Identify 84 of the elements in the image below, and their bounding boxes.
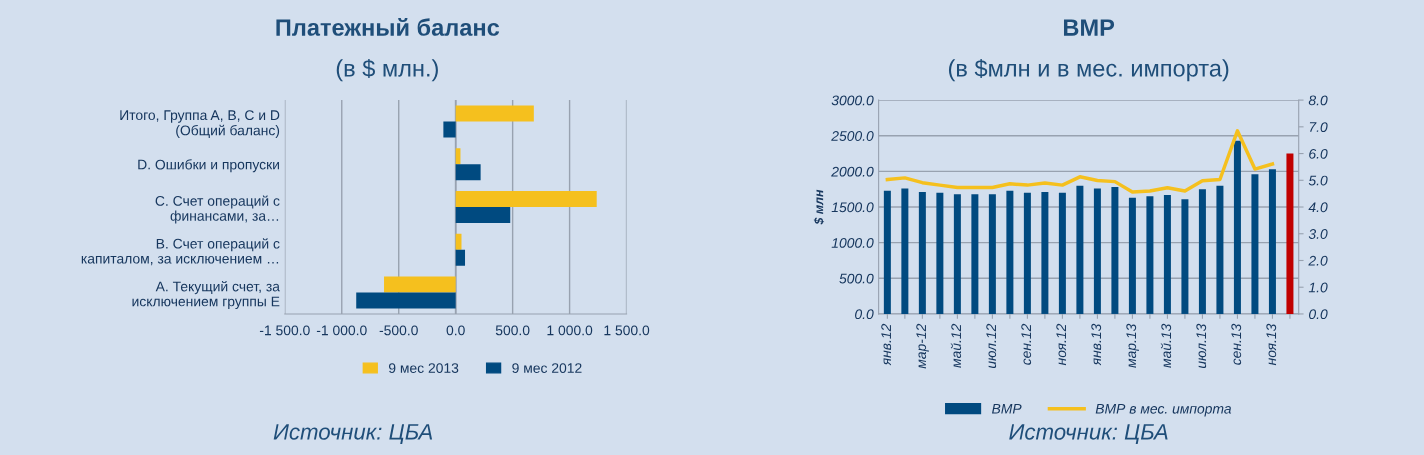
bar bbox=[1006, 190, 1014, 314]
bar bbox=[1286, 153, 1294, 314]
bar bbox=[1163, 194, 1171, 314]
y-tick-label: C. Счет операций с финансами, за… bbox=[155, 195, 280, 224]
bar bbox=[455, 105, 534, 122]
x-tick-label: сен.13 bbox=[1231, 323, 1242, 365]
bar bbox=[384, 276, 456, 293]
x-tick-label: ноя.13 bbox=[1266, 323, 1277, 366]
y2-tick-label: 5.0 bbox=[1308, 175, 1328, 186]
x-tick-label: 1 500.0 bbox=[604, 325, 650, 336]
bar bbox=[1216, 185, 1224, 314]
legend-label: 9 мес 2012 bbox=[512, 363, 582, 374]
y2-tick-label: 6.0 bbox=[1309, 148, 1328, 159]
bar bbox=[443, 121, 456, 138]
bar bbox=[918, 192, 926, 314]
chart-title: ВМР bbox=[1063, 19, 1115, 36]
bar bbox=[455, 190, 597, 208]
y2-tick-label: 1.0 bbox=[1308, 282, 1328, 293]
line-series bbox=[885, 129, 1275, 194]
legend-label: ВМР bbox=[991, 403, 1022, 414]
x-tick-label: 500.0 bbox=[495, 325, 530, 336]
x-tick-label: мар.13 bbox=[1126, 323, 1139, 368]
bar bbox=[1181, 199, 1189, 314]
legend-label: ВМР в мес. импорта bbox=[1095, 403, 1232, 417]
x-tick-label: июл.13 bbox=[1196, 323, 1207, 369]
bar bbox=[1268, 169, 1276, 314]
chart-subtitle: (в $ млн.) bbox=[336, 58, 438, 82]
bar bbox=[1233, 140, 1241, 314]
bar bbox=[1251, 174, 1259, 314]
x-tick-label: -1 000.0 bbox=[316, 325, 367, 336]
bar bbox=[953, 194, 961, 314]
bar bbox=[356, 292, 456, 309]
bar bbox=[1058, 192, 1066, 314]
y-axis-title: $ млн bbox=[813, 189, 825, 225]
x-tick-label: июл.12 bbox=[986, 323, 997, 369]
bar bbox=[1128, 197, 1136, 314]
y2-tick-label: 8.0 bbox=[1308, 95, 1328, 106]
y-tick-label: B. Счет операций с капиталом, за исключением … bbox=[81, 238, 280, 266]
y-tick-label: 3000.0 bbox=[831, 95, 874, 106]
legend-label: 9 мес 2013 bbox=[388, 363, 459, 374]
y-tick-label: 500.0 bbox=[839, 273, 874, 284]
chart-subtitle: (в $млн и в мес. импорта) bbox=[948, 58, 1229, 82]
chart-title: Платежный баланс bbox=[276, 18, 500, 36]
bar bbox=[1076, 185, 1084, 314]
x-tick-label: 0.0 bbox=[446, 325, 465, 336]
x-tick-label: май.12 bbox=[950, 323, 962, 368]
y2-tick-label: 2.0 bbox=[1308, 255, 1328, 266]
bar bbox=[1111, 187, 1119, 314]
y-tick-label: A. Текущий счет, за исключением группы E bbox=[132, 280, 280, 310]
x-tick-label: янв.12 bbox=[881, 323, 892, 366]
bar bbox=[1198, 189, 1206, 314]
bar bbox=[971, 194, 979, 314]
y-tick-label: 2000.0 bbox=[831, 166, 874, 177]
y2-tick-label: 4.0 bbox=[1308, 202, 1328, 213]
x-tick-label: янв.13 bbox=[1091, 323, 1102, 366]
bar bbox=[455, 249, 466, 266]
bar bbox=[988, 194, 996, 314]
bar bbox=[455, 207, 511, 224]
bar bbox=[1093, 188, 1101, 314]
y2-tick-label: 0.0 bbox=[1309, 309, 1328, 320]
x-tick-label: ноя.12 bbox=[1056, 323, 1067, 366]
x-tick-label: сен.12 bbox=[1021, 323, 1032, 365]
y-tick-label: 2500.0 bbox=[831, 131, 874, 141]
bar bbox=[1023, 192, 1031, 314]
y2-tick-label: 7.0 bbox=[1309, 122, 1328, 132]
bar bbox=[1041, 192, 1049, 314]
x-tick-label: мар-12 bbox=[916, 323, 929, 369]
bar bbox=[901, 188, 909, 314]
text: Источник: ЦБА bbox=[1009, 424, 1168, 444]
y2-tick-label: 3.0 bbox=[1308, 229, 1328, 239]
text: Источник: ЦБА bbox=[273, 424, 433, 444]
bar bbox=[455, 164, 481, 181]
bar bbox=[936, 192, 944, 314]
bar bbox=[883, 190, 891, 314]
x-tick-label: -500.0 bbox=[379, 325, 418, 336]
x-tick-label: май.13 bbox=[1160, 323, 1172, 368]
y-tick-label: D. Ошибки и пропуски bbox=[138, 159, 279, 173]
y-tick-label: 1500.0 bbox=[831, 202, 874, 213]
y-tick-label: 0.0 bbox=[855, 309, 874, 320]
y-tick-label: Итого, Группа A, B, C и D (Общий баланс) bbox=[120, 110, 280, 139]
bar bbox=[1146, 196, 1154, 314]
x-tick-label: -1 500.0 bbox=[259, 325, 310, 336]
y-tick-label: 1000.0 bbox=[831, 238, 874, 248]
x-tick-label: 1 000.0 bbox=[547, 325, 593, 336]
